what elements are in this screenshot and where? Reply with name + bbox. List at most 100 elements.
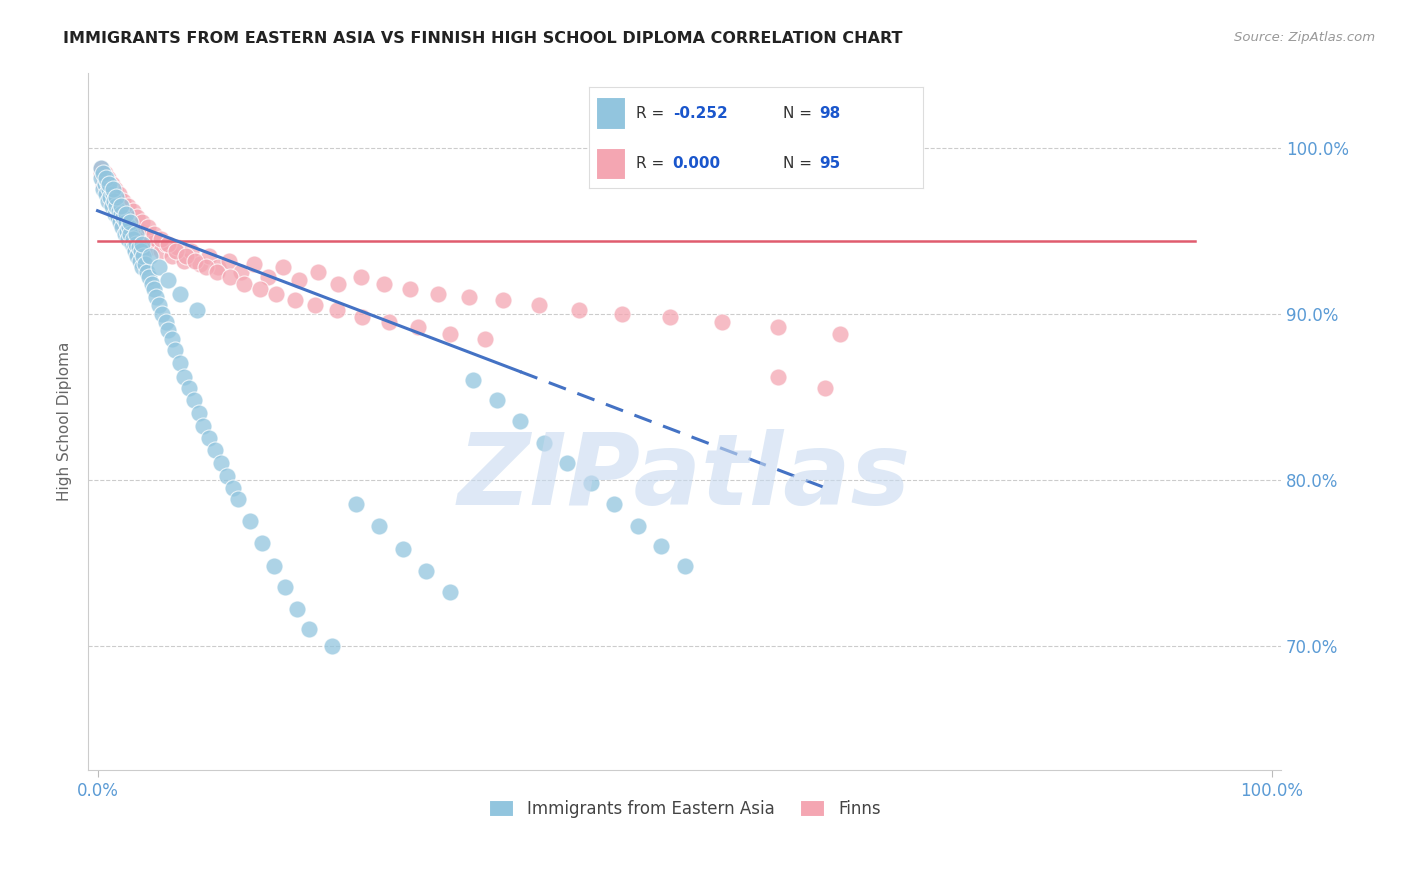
Point [326, 303, 349, 318]
Point [626, 519, 648, 533]
Point [97, 170, 120, 185]
Point [100, 177, 122, 191]
Point [188, 257, 211, 271]
Point [328, 277, 350, 291]
Point [368, 519, 391, 533]
Point [711, 315, 734, 329]
Point [141, 277, 163, 291]
Point [90, 161, 112, 175]
Point [229, 265, 252, 279]
Point [218, 253, 240, 268]
Point [160, 248, 183, 262]
Point [148, 260, 170, 274]
Point [107, 187, 129, 202]
Point [131, 260, 153, 274]
Point [104, 182, 127, 196]
Point [350, 310, 373, 324]
Point [163, 343, 186, 358]
Point [131, 215, 153, 229]
Point [100, 199, 122, 213]
Point [93, 177, 115, 191]
Point [111, 215, 134, 229]
Point [148, 298, 170, 312]
Point [120, 227, 142, 241]
Point [274, 581, 297, 595]
Point [485, 392, 508, 407]
Point [112, 194, 135, 208]
Point [165, 244, 187, 258]
Point [117, 199, 139, 213]
Point [304, 298, 326, 312]
Point [463, 373, 485, 387]
Text: IMMIGRANTS FROM EASTERN ASIA VS FINNISH HIGH SCHOOL DIPLOMA CORRELATION CHART: IMMIGRANTS FROM EASTERN ASIA VS FINNISH … [63, 31, 903, 46]
Point [108, 199, 131, 213]
Point [142, 282, 165, 296]
Point [173, 369, 195, 384]
Point [129, 224, 152, 238]
Point [114, 215, 136, 229]
Point [169, 356, 191, 370]
Point [107, 194, 129, 208]
Point [100, 182, 122, 196]
Point [135, 265, 157, 279]
Point [122, 227, 145, 241]
Point [156, 323, 179, 337]
Point [533, 436, 555, 450]
Point [125, 236, 148, 251]
Point [142, 227, 165, 241]
Point [239, 514, 262, 528]
Point [98, 182, 121, 196]
Point [160, 331, 183, 345]
Point [111, 220, 134, 235]
Point [344, 498, 367, 512]
Point [110, 207, 132, 221]
Point [209, 456, 232, 470]
Point [204, 442, 226, 457]
Point [439, 326, 461, 341]
Point [105, 190, 128, 204]
Point [121, 215, 143, 229]
Point [115, 224, 138, 238]
Point [415, 564, 437, 578]
Point [125, 227, 148, 241]
Point [118, 220, 141, 235]
Point [187, 406, 209, 420]
Point [121, 236, 143, 251]
Point [104, 207, 127, 221]
Point [233, 277, 256, 291]
Point [145, 290, 167, 304]
Point [474, 331, 496, 345]
Point [129, 244, 152, 258]
Point [97, 194, 120, 208]
Point [114, 207, 136, 221]
Point [114, 227, 136, 241]
Point [97, 187, 120, 202]
Point [93, 165, 115, 179]
Text: Source: ZipAtlas.com: Source: ZipAtlas.com [1234, 31, 1375, 45]
Point [814, 381, 837, 395]
Point [285, 602, 308, 616]
Point [101, 187, 124, 202]
Point [93, 182, 115, 196]
Point [398, 282, 420, 296]
Point [439, 585, 461, 599]
Point [198, 431, 221, 445]
Point [271, 260, 294, 274]
Point [112, 203, 135, 218]
Point [156, 273, 179, 287]
Point [90, 165, 112, 179]
Point [155, 315, 177, 329]
Point [307, 265, 329, 279]
Point [118, 224, 141, 238]
Point [90, 170, 112, 185]
Point [128, 253, 150, 268]
Point [100, 190, 122, 204]
Point [673, 558, 696, 573]
Point [321, 639, 343, 653]
Point [219, 270, 242, 285]
Point [145, 232, 167, 246]
Point [127, 211, 149, 225]
Point [114, 220, 136, 235]
Point [105, 203, 128, 218]
Point [256, 270, 278, 285]
